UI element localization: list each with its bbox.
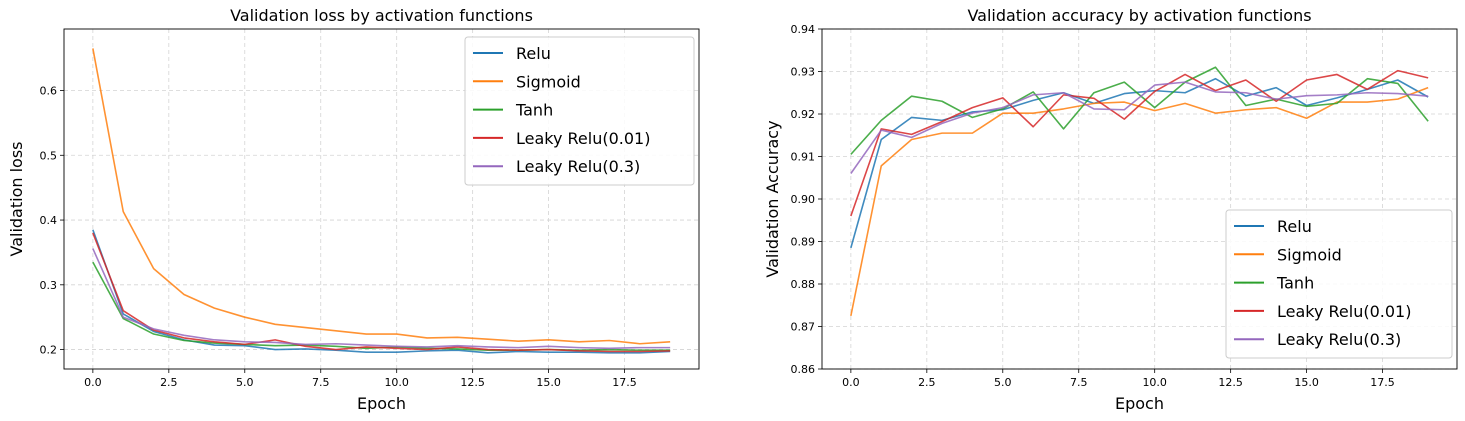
legend: Relu Sigmoid Tanh Leaky Relu(0.01) Leaky Rel…	[1225, 209, 1453, 359]
y-axis-label: Validation Accuracy	[763, 120, 782, 277]
legend-box	[464, 36, 695, 186]
x-tick-label: 5.0	[994, 376, 1012, 389]
series-line-leaky-relu-0-3-	[850, 81, 1429, 174]
chart-title: Validation accuracy by activation functi…	[967, 6, 1311, 25]
x-tick-label: 0.0	[84, 376, 102, 389]
x-tick-label: 2.5	[918, 376, 936, 389]
y-tick-label: 0.91	[791, 151, 816, 164]
y-tick-label: 0.92	[791, 108, 816, 121]
x-tick-label: 17.5	[612, 376, 637, 389]
legend-label: Tanh	[1276, 274, 1314, 293]
y-tick-label: 0.3	[40, 279, 58, 292]
series-line-leaky-relu-0-01-	[850, 69, 1429, 217]
x-tick-label: 12.5	[1218, 376, 1243, 389]
x-tick-label: 12.5	[460, 376, 485, 389]
x-axis-label: Epoch	[357, 394, 406, 413]
y-tick-label: 0.90	[791, 193, 816, 206]
y-tick-label: 0.5	[40, 149, 58, 162]
series-line-sigmoid	[92, 48, 671, 345]
chart-title: Validation loss by activation functions	[230, 6, 533, 25]
legend-label: Leaky Relu(0.3)	[1277, 330, 1401, 349]
x-tick-label: 10.0	[384, 376, 409, 389]
legend-label: Leaky Relu(0.01)	[516, 129, 650, 148]
y-tick-label: 0.93	[791, 66, 816, 79]
legend-label: Sigmoid	[1277, 245, 1342, 264]
y-tick-label: 0.94	[791, 23, 816, 36]
y-tick-label: 0.4	[40, 214, 58, 227]
legend: Relu Sigmoid Tanh Leaky Relu(0.01) Leaky Rel…	[464, 36, 695, 186]
series-line-leaky-relu-0-3-	[92, 248, 671, 350]
y-axis-label: Validation loss	[7, 142, 26, 257]
legend-label: Sigmoid	[516, 72, 581, 91]
x-tick-label: 15.0	[1294, 376, 1319, 389]
legend-box	[1225, 209, 1453, 359]
y-tick-label: 0.88	[791, 278, 816, 291]
loss-chart: 0.0 2.5 5.0 7.5 10.0 12.5 15.0 17.5 0.2 0.3 0.4 0.5…	[7, 6, 700, 413]
x-tick-label: 7.5	[1070, 376, 1088, 389]
legend-label: Relu	[1277, 217, 1312, 236]
x-tick-label: 17.5	[1370, 376, 1395, 389]
legend-label: Leaky Relu(0.01)	[1277, 302, 1411, 321]
x-axis-label: Epoch	[1115, 394, 1164, 413]
x-tick-label: 0.0	[842, 376, 860, 389]
y-tick-label: 0.2	[40, 344, 58, 357]
y-tick-label: 0.87	[791, 321, 816, 334]
y-tick-label: 0.6	[40, 85, 58, 98]
legend-label: Leaky Relu(0.3)	[516, 157, 640, 176]
accuracy-chart: 0.0 2.5 5.0 7.5 10.0 12.5 15.0 17.5 0.86 0.87 0.88…	[763, 6, 1458, 413]
x-tick-label: 7.5	[312, 376, 330, 389]
y-tick-label: 0.86	[791, 363, 816, 376]
plot-frame	[63, 28, 700, 370]
legend-label: Relu	[516, 44, 551, 63]
x-tick-label: 2.5	[160, 376, 178, 389]
x-tick-label: 10.0	[1142, 376, 1167, 389]
legend-label: Tanh	[515, 101, 553, 120]
series-line-leaky-relu-0-01-	[92, 232, 671, 353]
y-tick-label: 0.89	[791, 236, 816, 249]
x-tick-label: 5.0	[236, 376, 254, 389]
series-line-tanh	[850, 66, 1429, 155]
x-tick-label: 15.0	[536, 376, 561, 389]
